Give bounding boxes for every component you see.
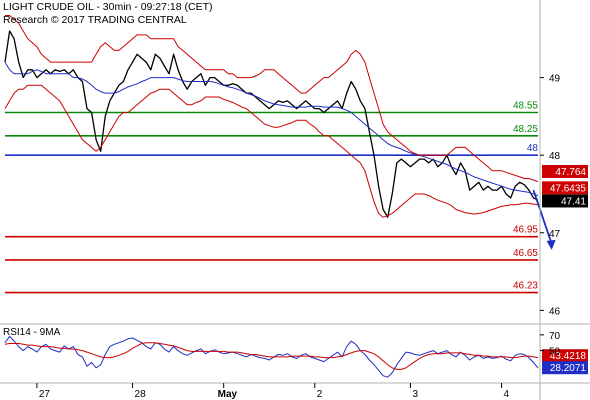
price-box-label: 47.6435 <box>550 183 587 194</box>
bb_lower-series-line <box>4 84 539 218</box>
time-tick-label: 2 <box>317 389 323 400</box>
level-label: 46.65 <box>513 248 538 259</box>
price-tick-label: 48 <box>549 151 561 162</box>
price-box-label: 28.2071 <box>550 363 587 374</box>
copyright-text: Research © 2017 TRADING CENTRAL <box>3 14 187 26</box>
rsi-panel-title: RSI14 - 9MA <box>3 327 61 338</box>
level-label: 48.55 <box>513 101 538 112</box>
time-tick-label: 3 <box>412 389 418 400</box>
level-label: 48.25 <box>513 124 538 135</box>
time-tick-label: 4 <box>504 389 510 400</box>
rsi_ma-series-line <box>4 342 539 370</box>
price-box-label: 43.4218 <box>550 351 587 362</box>
projection-arrow-head <box>546 239 556 250</box>
projection-arrow-shaft <box>532 189 553 245</box>
price-tick-label: 47 <box>549 229 561 240</box>
price-box <box>542 181 588 195</box>
level-label: 46.95 <box>513 225 538 236</box>
rsi-tick-label: 50 <box>549 347 561 358</box>
price-box-label: 47.41 <box>561 196 586 207</box>
time-tick-label: 28 <box>135 389 147 400</box>
price-box <box>542 349 588 363</box>
level-label: 46.23 <box>513 281 538 292</box>
price-tick-label: 49 <box>549 74 561 85</box>
level-label: 48 <box>527 143 539 154</box>
ma-series-line <box>4 61 539 196</box>
price-tick-label: 46 <box>549 306 561 317</box>
time-tick-label: 27 <box>39 389 51 400</box>
price-box <box>542 164 588 178</box>
price-series-line <box>4 30 539 218</box>
rsi-tick-label: 70 <box>549 331 561 342</box>
price-panel: 48.55 48.25 48 46.95 46.65 46.23 47.764 47.6435… <box>4 15 588 294</box>
price-box <box>542 194 588 208</box>
chart-title: LIGHT CRUDE OIL - 30min - 09:27:18 (CET) <box>3 1 213 13</box>
price-box-label: 47.764 <box>555 167 586 178</box>
bb_upper-series-line <box>5 15 539 183</box>
time-tick-label: May <box>218 389 238 400</box>
price-box <box>542 361 588 375</box>
